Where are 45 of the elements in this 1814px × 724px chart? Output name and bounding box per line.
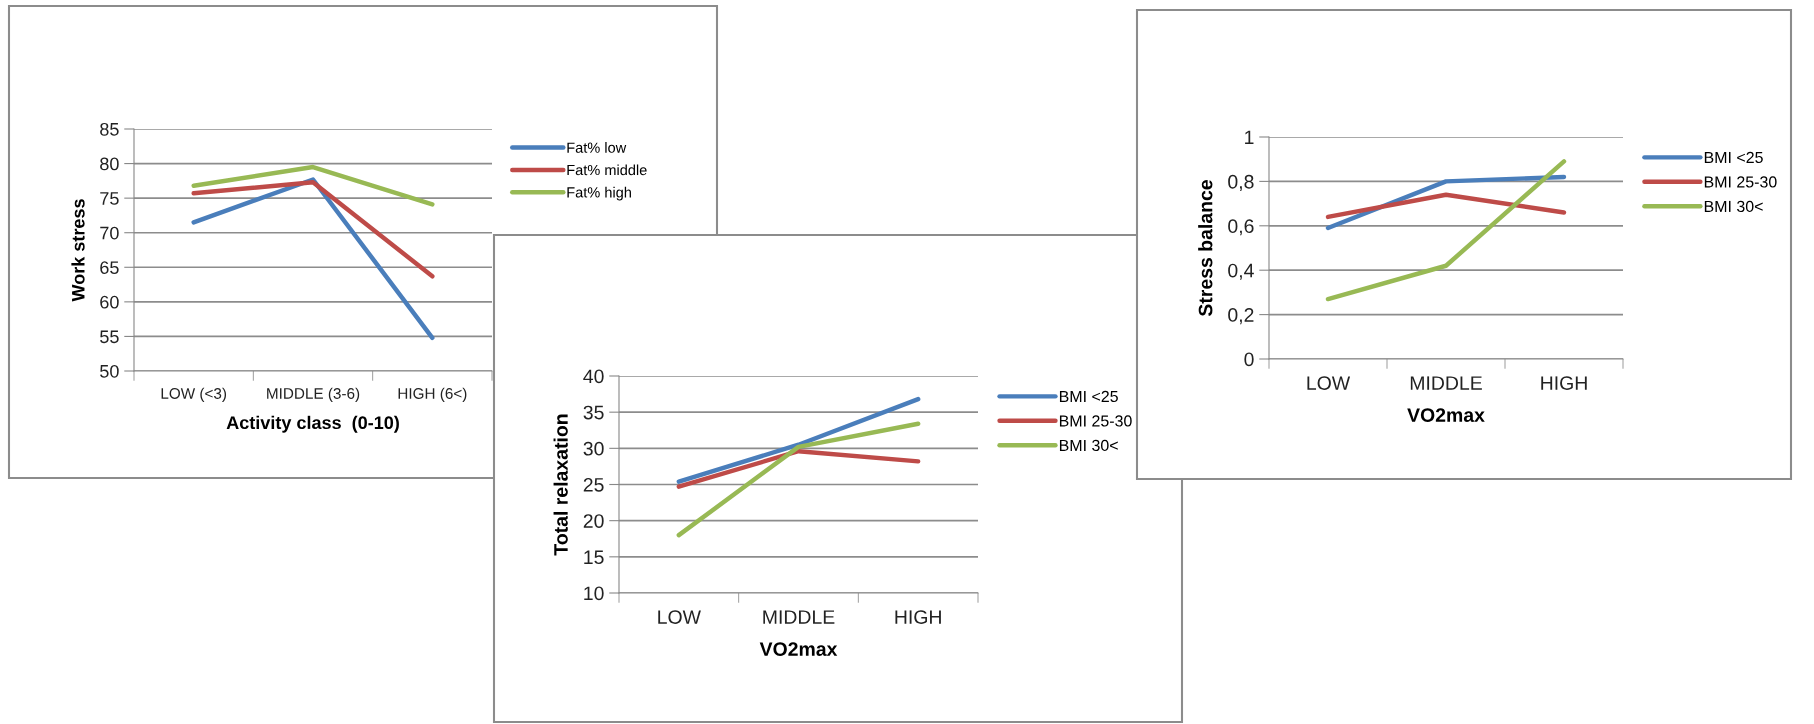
- y-tick-label: 70: [100, 226, 119, 240]
- legend-label: Fat% middle: [567, 164, 647, 176]
- y-axis-title: Work stress: [71, 199, 85, 302]
- y-tick-label: 20: [583, 514, 604, 528]
- y-tick-label: 0,2: [1228, 308, 1254, 325]
- y-tick-label: 0,4: [1228, 263, 1254, 280]
- y-tick-label: 30: [583, 441, 604, 456]
- x-axis-title: Activity class (0-10): [226, 415, 399, 433]
- y-tick-label: 10: [584, 586, 604, 601]
- x-tick-label: LOW: [1307, 376, 1351, 390]
- y-tick-label: 35: [583, 405, 604, 420]
- y-tick-label: 25: [583, 477, 604, 492]
- x-tick-label: HIGH: [1541, 376, 1587, 390]
- legend-label: Fat% high: [567, 186, 631, 201]
- y-tick-label: 55: [100, 330, 119, 344]
- x-tick-label: MIDDLE (3-6): [267, 387, 360, 402]
- y-tick-label: 75: [100, 192, 119, 205]
- legend-label: BMI <25: [1059, 390, 1118, 403]
- y-tick-label: 1: [1245, 130, 1254, 145]
- y-axis-title: Total relaxation: [553, 414, 568, 556]
- y-tick-label: 0: [1244, 352, 1254, 367]
- legend-label: BMI <25: [1704, 151, 1763, 164]
- x-tick-label: MIDDLE: [1410, 376, 1482, 390]
- x-tick-label: HIGH: [895, 610, 941, 624]
- x-axis-title: VO2max: [1407, 408, 1485, 422]
- x-axis-title: VO2max: [759, 642, 838, 656]
- y-axis-title: Stress balance: [1198, 180, 1213, 317]
- y-tick-label: 0,6: [1228, 219, 1254, 236]
- legend-label: BMI 25-30: [1059, 415, 1132, 427]
- y-tick-label: 65: [100, 261, 119, 275]
- x-tick-label: MIDDLE: [763, 610, 835, 624]
- y-tick-label: 60: [100, 295, 119, 309]
- y-tick-label: 85: [100, 122, 119, 136]
- y-tick-label: 40: [583, 369, 604, 384]
- y-tick-label: 15: [584, 550, 604, 565]
- x-tick-label: LOW: [658, 610, 701, 624]
- legend-label: BMI 25-30: [1704, 176, 1777, 188]
- y-tick-label: 50: [100, 364, 119, 378]
- legend-label: BMI 30<: [1059, 439, 1118, 452]
- x-tick-label: HIGH (6<): [398, 387, 467, 402]
- legend-label: Fat% low: [567, 142, 627, 153]
- legend-label: BMI 30<: [1704, 200, 1763, 213]
- x-tick-label: LOW (<3): [161, 387, 227, 402]
- y-tick-label: 0,8: [1228, 174, 1254, 191]
- y-tick-label: 80: [100, 157, 119, 171]
